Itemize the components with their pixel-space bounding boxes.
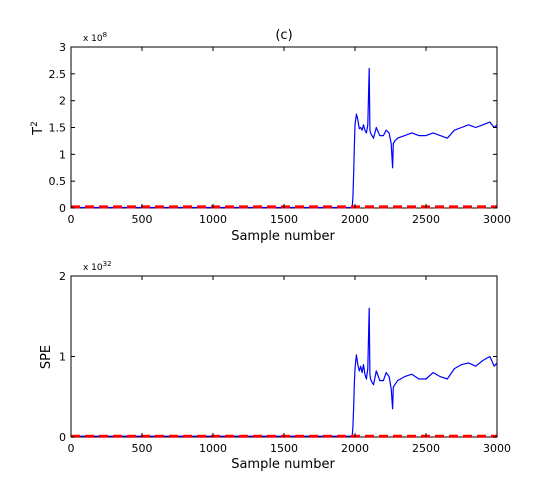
- spe-y-tick-label: 0: [59, 431, 66, 444]
- t2-y-tick-label: 3: [59, 41, 66, 54]
- spe-x-axis-label: Sample number: [231, 457, 335, 472]
- t2-x-axis-label: Sample number: [231, 229, 335, 244]
- spe-x-tick-label: 2500: [412, 442, 440, 455]
- t2-plot-frame: [70, 46, 498, 209]
- spe-x-tick-label: 3000: [483, 442, 511, 455]
- spe-y-tick-label: 1: [59, 351, 66, 364]
- t2-x-tick-label: 2000: [341, 213, 369, 226]
- t2-y-exponent-power: 8: [103, 31, 107, 39]
- spe-y-exponent: x 1032: [83, 260, 112, 273]
- spe-plot: 0 500 1000 1500 2000 2500 3000 0 1 2 x 1032 Samp…: [39, 260, 511, 472]
- t2-x-tick-label: 500: [132, 213, 153, 226]
- t2-plot: 0 500 1000 1500 2000 2500 3000 0 0.5 1 1.5 2 2.5 3 x…: [30, 31, 511, 244]
- t2-x-tick-label: 1500: [270, 213, 298, 226]
- spe-y-ticks: 0 1 2: [59, 270, 497, 444]
- t2-y-axis-label: T2: [30, 121, 46, 136]
- spe-statistic-line: [71, 307, 498, 437]
- t2-x-tick-label: 3000: [483, 213, 511, 226]
- t2-x-tick-label: 0: [68, 213, 75, 226]
- t2-y-exponent-base: x 10: [83, 34, 103, 44]
- t2-y-exponent: x 108: [83, 31, 107, 44]
- spe-y-tick-label: 2: [59, 270, 66, 283]
- spe-x-tick-label: 1000: [199, 442, 227, 455]
- t2-y-tick-label: 0: [59, 202, 66, 215]
- t2-y-tick-label: 2.5: [49, 68, 67, 81]
- t2-y-tick-label: 0.5: [49, 175, 67, 188]
- t2-y-ticks: 0 0.5 1 1.5 2 2.5 3: [49, 41, 497, 215]
- t2-y-axis-label-base: T: [31, 127, 46, 136]
- t2-y-tick-label: 1.5: [49, 122, 67, 135]
- spe-x-ticks: 0 500 1000 1500 2000 2500 3000: [68, 276, 511, 455]
- spe-x-tick-label: 2000: [341, 442, 369, 455]
- t2-x-tick-label: 2500: [412, 213, 440, 226]
- t2-statistic-line: [71, 67, 498, 209]
- spe-plot-frame: [70, 275, 498, 438]
- t2-y-tick-label: 2: [59, 95, 66, 108]
- t2-y-tick-label: 1: [59, 148, 66, 161]
- figure-title: (c): [275, 28, 292, 43]
- spe-x-tick-label: 0: [68, 442, 75, 455]
- spe-x-tick-label: 500: [132, 442, 153, 455]
- spe-y-exponent-base: x 10: [83, 263, 103, 273]
- spe-x-tick-label: 1500: [270, 442, 298, 455]
- t2-x-ticks: 0 500 1000 1500 2000 2500 3000: [68, 47, 511, 226]
- t2-y-axis-label-sup: 2: [30, 121, 40, 127]
- t2-x-tick-label: 1000: [199, 213, 227, 226]
- spe-y-exponent-power: 32: [103, 260, 112, 268]
- spe-y-axis-label: SPE: [39, 345, 54, 369]
